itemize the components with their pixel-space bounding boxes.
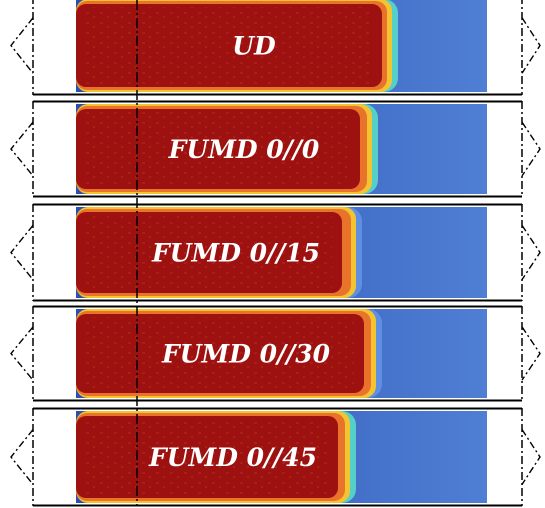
saturation-texture	[82, 7, 372, 84]
break-symbol-left	[10, 429, 34, 485]
panel-4: FUMD 0//30	[10, 305, 541, 402]
break-symbol-left	[10, 17, 34, 74]
panel-label: FUMD 0//45	[148, 443, 317, 472]
saturation-texture	[82, 215, 332, 290]
panels-group: UD FUMD 0//0 FUMD 0//15 FUMD 0//30 FUMD 0//4…	[10, 0, 541, 507]
break-symbol-left	[10, 224, 34, 281]
break-symbol-right	[521, 224, 541, 281]
break-symbol-right	[521, 326, 541, 381]
panel-3: FUMD 0//15	[10, 203, 541, 302]
panel-5: FUMD 0//45	[10, 407, 541, 507]
saturation-texture	[82, 419, 328, 495]
panel-1: UD	[10, 0, 541, 96]
break-symbol-right	[521, 429, 541, 485]
break-symbol-right	[521, 17, 541, 74]
panel-label: FUMD 0//30	[161, 340, 331, 369]
saturation-texture	[82, 112, 350, 186]
break-symbol-left	[10, 121, 34, 177]
panel-label: UD	[232, 32, 276, 61]
saturation-texture	[82, 317, 354, 390]
break-symbol-right	[521, 121, 541, 177]
panel-label: FUMD 0//0	[168, 135, 320, 164]
break-symbol-left	[10, 326, 34, 381]
panel-2: FUMD 0//0	[10, 100, 541, 198]
panel-label: FUMD 0//15	[151, 239, 320, 268]
